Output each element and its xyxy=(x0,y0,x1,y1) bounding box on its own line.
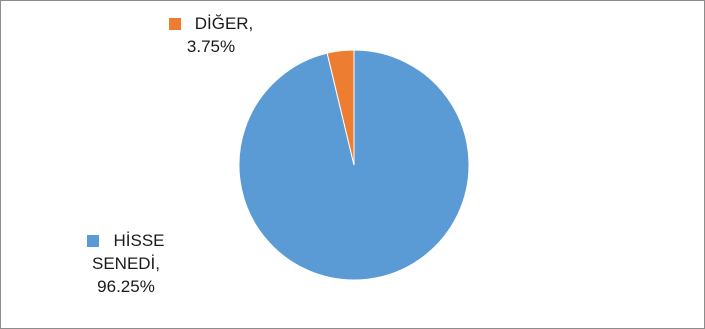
label-diger-name: DİĞER, xyxy=(194,14,254,33)
label-hisse-name-line1: HİSSE xyxy=(113,231,165,250)
pie-slice-diger xyxy=(326,49,355,166)
label-diger-value: 3.75% xyxy=(186,37,236,56)
label-hisse-name-line2: SENEDİ, xyxy=(91,254,161,273)
data-label-hisse-senedi: HİSSE SENEDİ, 96.25% xyxy=(61,229,191,298)
legend-swatch-diger xyxy=(168,17,181,30)
data-label-diger: DİĞER, 3.75% xyxy=(151,12,271,58)
legend-swatch-hisse-senedi xyxy=(87,234,100,247)
pie-slice-hisse-senedi xyxy=(238,49,470,281)
label-hisse-value: 96.25% xyxy=(97,277,155,296)
